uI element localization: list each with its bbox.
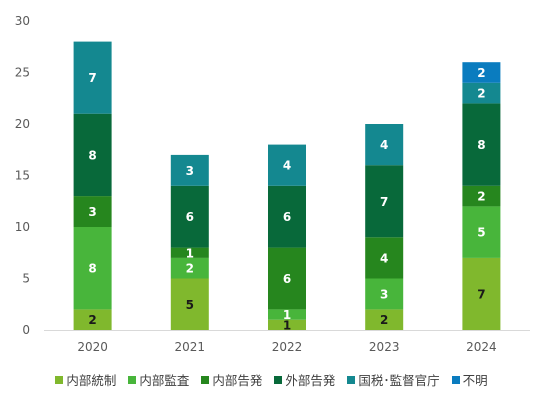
data-label: 8 bbox=[88, 262, 96, 276]
data-label: 1 bbox=[186, 246, 194, 260]
data-label: 3 bbox=[380, 287, 388, 301]
data-label: 4 bbox=[380, 138, 388, 152]
bar-segment bbox=[73, 227, 112, 310]
bar-segment bbox=[462, 185, 501, 207]
data-label: 2 bbox=[380, 313, 388, 327]
bar-segment bbox=[365, 165, 404, 238]
bar-segment bbox=[73, 196, 112, 227]
data-label: 2 bbox=[186, 262, 194, 276]
bar-segment bbox=[73, 41, 112, 114]
bar-segment bbox=[268, 185, 306, 248]
legend-label: 内部告発 bbox=[212, 373, 263, 388]
data-label: 2 bbox=[88, 313, 96, 327]
y-tick-label: 25 bbox=[15, 66, 30, 80]
bar-segment bbox=[365, 278, 404, 310]
bar-segment bbox=[462, 82, 501, 104]
data-label: 4 bbox=[283, 159, 291, 173]
y-tick-label: 5 bbox=[22, 272, 30, 286]
bar-segment bbox=[170, 185, 209, 248]
legend-item: 不明 bbox=[451, 370, 488, 389]
legend-swatch bbox=[347, 375, 356, 384]
x-tick-label: 2022 bbox=[272, 340, 303, 354]
bar-segment bbox=[462, 206, 501, 258]
legend-swatch bbox=[128, 375, 137, 384]
data-label: 2 bbox=[477, 66, 485, 80]
data-label: 6 bbox=[283, 210, 291, 224]
legend-item: 内部告発 bbox=[201, 370, 262, 389]
data-label: 3 bbox=[88, 205, 96, 219]
data-label: 8 bbox=[477, 138, 485, 152]
legend-item: 国税･監督官庁 bbox=[347, 370, 440, 389]
data-label: 2 bbox=[477, 190, 485, 204]
data-label: 4 bbox=[380, 251, 388, 265]
data-label: 6 bbox=[186, 210, 194, 224]
y-tick-label: 10 bbox=[15, 220, 30, 234]
legend-swatch bbox=[201, 375, 210, 384]
y-tick-label: 15 bbox=[15, 169, 30, 183]
x-tick-label: 2020 bbox=[77, 340, 108, 354]
bar-segment bbox=[268, 319, 306, 330]
x-tick-label: 2021 bbox=[175, 340, 206, 354]
legend-item: 内部監査 bbox=[128, 370, 189, 389]
data-label: 1 bbox=[283, 318, 291, 332]
legend-label: 外部告発 bbox=[285, 373, 336, 388]
data-label: 5 bbox=[477, 226, 485, 240]
legend-label: 国税･監督官庁 bbox=[358, 373, 440, 388]
bar-segment bbox=[462, 103, 501, 186]
bar-segment bbox=[462, 62, 501, 83]
data-label: 3 bbox=[186, 164, 194, 178]
legend-label: 内部統制 bbox=[66, 373, 117, 388]
data-label: 6 bbox=[283, 272, 291, 286]
data-label: 7 bbox=[88, 71, 96, 85]
bar-segment bbox=[268, 144, 306, 186]
data-label: 7 bbox=[477, 287, 485, 301]
data-label: 5 bbox=[186, 298, 194, 312]
y-axis: 0 5 10 15 20 25 30 bbox=[15, 14, 30, 337]
data-label: 1 bbox=[283, 308, 291, 322]
bar-segment bbox=[462, 257, 501, 330]
bar-segment bbox=[170, 154, 209, 186]
bar-segment bbox=[73, 113, 112, 197]
bar-segment bbox=[170, 278, 209, 330]
data-label: 8 bbox=[88, 148, 96, 162]
bar-segment bbox=[365, 124, 404, 166]
bar-segment bbox=[268, 309, 306, 320]
legend-label: 内部監査 bbox=[139, 373, 190, 388]
legend-swatch bbox=[451, 375, 460, 384]
x-axis: 2020 2021 2022 2023 2024 bbox=[44, 330, 530, 354]
bar-segment bbox=[268, 247, 306, 310]
y-tick-label: 30 bbox=[15, 14, 30, 28]
data-label: 7 bbox=[380, 195, 388, 209]
legend-label: 不明 bbox=[462, 373, 488, 388]
legend-swatch bbox=[274, 375, 283, 384]
bar-segment bbox=[73, 309, 112, 330]
legend-swatch bbox=[55, 375, 64, 384]
legend-item: 内部統制 bbox=[55, 370, 116, 389]
x-tick-label: 2024 bbox=[466, 340, 497, 354]
legend: 内部統制 内部監査 内部告発 外部告発 国税･監督官庁 不明 bbox=[0, 370, 543, 389]
data-label: 2 bbox=[477, 87, 485, 101]
bar-segment bbox=[170, 247, 209, 258]
bar-segment bbox=[365, 309, 404, 330]
bar-segment bbox=[365, 237, 404, 279]
bar-segment bbox=[170, 257, 209, 279]
y-tick-label: 0 bbox=[22, 323, 30, 337]
legend-item: 外部告発 bbox=[274, 370, 335, 389]
y-tick-label: 20 bbox=[15, 117, 30, 131]
x-tick-label: 2023 bbox=[369, 340, 400, 354]
